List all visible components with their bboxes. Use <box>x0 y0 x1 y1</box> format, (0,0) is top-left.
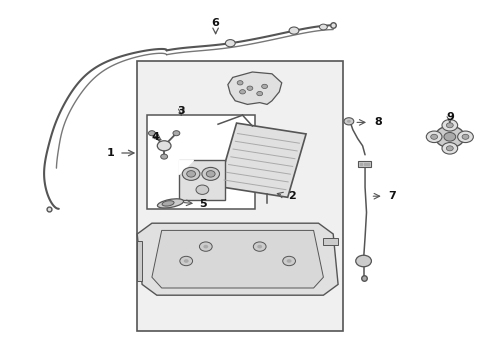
Bar <box>218 123 306 197</box>
Circle shape <box>356 255 371 267</box>
Circle shape <box>435 126 465 148</box>
Circle shape <box>157 141 171 151</box>
Circle shape <box>182 167 200 180</box>
Circle shape <box>237 81 243 85</box>
Polygon shape <box>137 223 338 295</box>
Circle shape <box>240 90 245 94</box>
Polygon shape <box>228 72 282 104</box>
Circle shape <box>446 123 453 128</box>
Text: 4: 4 <box>151 132 159 142</box>
Text: 9: 9 <box>446 112 454 122</box>
Circle shape <box>180 256 193 266</box>
Bar <box>179 160 225 200</box>
Polygon shape <box>323 238 338 245</box>
Bar <box>137 61 343 331</box>
Circle shape <box>431 134 438 139</box>
Circle shape <box>319 24 327 30</box>
Circle shape <box>344 118 354 125</box>
Circle shape <box>161 154 168 159</box>
Circle shape <box>206 171 215 177</box>
Circle shape <box>247 86 253 90</box>
Circle shape <box>462 134 469 139</box>
Circle shape <box>446 146 453 151</box>
Text: 5: 5 <box>199 199 207 210</box>
Text: 6: 6 <box>212 18 220 28</box>
Text: 2: 2 <box>288 191 295 201</box>
Bar <box>147 115 255 209</box>
Circle shape <box>444 132 456 141</box>
Ellipse shape <box>157 199 184 208</box>
Circle shape <box>257 91 263 96</box>
Polygon shape <box>179 160 194 175</box>
Text: 7: 7 <box>388 191 396 201</box>
Ellipse shape <box>162 201 174 206</box>
Circle shape <box>173 131 180 136</box>
Circle shape <box>253 242 266 251</box>
Bar <box>358 161 371 167</box>
Circle shape <box>442 120 458 131</box>
Circle shape <box>196 185 209 194</box>
Text: 8: 8 <box>374 117 382 127</box>
Circle shape <box>289 27 299 34</box>
Circle shape <box>148 131 155 136</box>
Circle shape <box>187 171 196 177</box>
Circle shape <box>287 259 292 263</box>
Circle shape <box>347 120 351 123</box>
Circle shape <box>262 84 268 89</box>
Circle shape <box>199 242 212 251</box>
Text: 3: 3 <box>177 105 185 116</box>
Polygon shape <box>137 241 142 281</box>
Circle shape <box>458 131 473 143</box>
Circle shape <box>257 245 262 248</box>
Circle shape <box>202 167 220 180</box>
Circle shape <box>184 259 189 263</box>
Circle shape <box>442 143 458 154</box>
Circle shape <box>203 245 208 248</box>
Text: 1: 1 <box>106 148 114 158</box>
Circle shape <box>426 131 442 143</box>
Circle shape <box>225 40 235 47</box>
Circle shape <box>283 256 295 266</box>
Polygon shape <box>152 230 323 288</box>
